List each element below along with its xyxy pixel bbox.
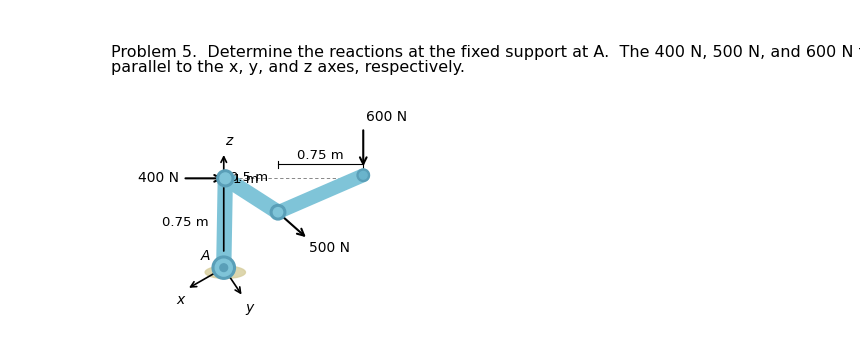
Text: 500 N: 500 N xyxy=(310,241,351,255)
Ellipse shape xyxy=(206,266,245,278)
Text: A: A xyxy=(200,249,210,263)
Circle shape xyxy=(220,173,230,184)
Text: 600 N: 600 N xyxy=(366,110,408,124)
Text: parallel to the x, y, and z axes, respectively.: parallel to the x, y, and z axes, respec… xyxy=(112,60,465,75)
Text: 0.75 m: 0.75 m xyxy=(163,216,209,229)
Circle shape xyxy=(217,170,234,187)
Circle shape xyxy=(357,169,370,181)
Text: z: z xyxy=(225,134,232,148)
Text: Problem 5.  Determine the reactions at the fixed support at A.  The 400 N, 500 N: Problem 5. Determine the reactions at th… xyxy=(112,45,860,60)
Text: 400 N: 400 N xyxy=(138,171,179,185)
Circle shape xyxy=(215,259,232,276)
Circle shape xyxy=(212,256,236,279)
Text: 0.75 m: 0.75 m xyxy=(298,149,344,162)
Text: y: y xyxy=(245,301,254,315)
Circle shape xyxy=(273,207,283,217)
Circle shape xyxy=(220,264,228,271)
Circle shape xyxy=(270,205,286,220)
Text: 1 m: 1 m xyxy=(233,173,258,186)
Text: 0.5 m: 0.5 m xyxy=(230,171,268,184)
Circle shape xyxy=(359,171,367,179)
Text: x: x xyxy=(176,293,185,307)
